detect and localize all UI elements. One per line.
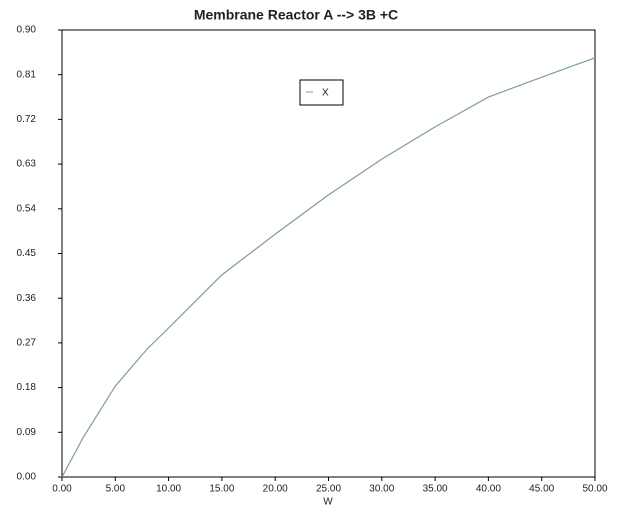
x-tick-label: 10.00 — [156, 484, 181, 495]
y-tick-label: 0.27 — [17, 338, 37, 349]
data-line — [61, 57, 596, 478]
y-tick-label: 0.00 — [17, 472, 37, 483]
x-tick-label: 40.00 — [476, 484, 501, 495]
y-tick-label: 0.45 — [17, 248, 37, 259]
y-tick-label: 0.63 — [17, 159, 37, 170]
y-tick-label: 0.81 — [17, 69, 37, 80]
x-tick-label: 5.00 — [106, 484, 126, 495]
x-tick-label: 20.00 — [263, 484, 288, 495]
y-tick-label: 0.09 — [17, 427, 37, 438]
x-tick-label: 50.00 — [582, 484, 607, 495]
x-tick-label: 35.00 — [423, 484, 448, 495]
x-tick-label: 0.00 — [52, 484, 72, 495]
y-tick-label: 0.18 — [17, 382, 37, 393]
y-tick-label: 0.72 — [17, 114, 37, 125]
x-tick-label: 15.00 — [209, 484, 234, 495]
x-tick-label: 30.00 — [369, 484, 394, 495]
x-tick-label: 45.00 — [529, 484, 554, 495]
legend-label: X — [322, 88, 329, 99]
x-axis-label: W — [323, 497, 333, 508]
y-tick-label: 0.54 — [17, 203, 37, 214]
chart-title: Membrane Reactor A --> 3B +C — [194, 7, 398, 23]
x-tick-label: 25.00 — [316, 484, 341, 495]
y-tick-label: 0.36 — [17, 293, 37, 304]
y-tick-label: 0.90 — [17, 25, 37, 36]
